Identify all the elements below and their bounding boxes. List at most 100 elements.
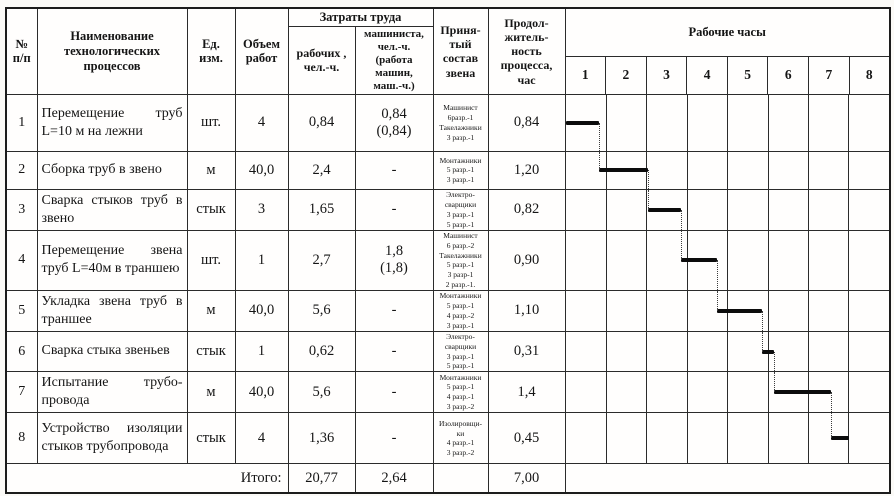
volume-cell: 40,0 xyxy=(234,150,289,190)
gantt-connector-up xyxy=(717,291,719,311)
duration-cell: 1,4 xyxy=(487,370,566,414)
gantt-gridline xyxy=(807,231,809,290)
volume-cell: 4 xyxy=(234,93,289,152)
gantt-cell xyxy=(564,93,891,152)
gantt-connector-down xyxy=(831,392,833,412)
table-row: 8 Устройство изоля­ции стыков трубо­пров… xyxy=(5,412,891,465)
col-header-volume: Объем работ xyxy=(234,7,289,95)
gantt-gridline xyxy=(807,332,809,371)
gantt-gridline xyxy=(807,413,809,463)
process-name: Сварка стыка звень­ев xyxy=(36,331,188,372)
process-name: Перемещение труб L=10 м на лежни xyxy=(36,93,188,152)
gantt-connector-up xyxy=(831,413,833,439)
gantt-gridline xyxy=(646,231,648,290)
gantt-bar xyxy=(831,436,850,441)
schedule-sheet: № п/п Наименование технологи­ческих проц… xyxy=(5,7,891,494)
gantt-gridline xyxy=(727,190,729,230)
gantt-bar xyxy=(565,120,600,125)
row-number: 3 xyxy=(5,188,38,232)
gantt-gridline xyxy=(686,95,688,151)
gantt-cell xyxy=(564,188,891,232)
gantt-connector-down xyxy=(647,170,649,189)
table-row: 3 Сварка стыков труб в звено стык 3 1,65… xyxy=(5,188,891,232)
process-name: Испытание трубо­провода xyxy=(36,370,188,414)
gantt-gridline xyxy=(807,190,809,230)
gantt-bar xyxy=(774,390,832,395)
crew-cell: Электро- сварщики 3 разр.-1 5 разр.-1 xyxy=(432,331,489,372)
workers-labor-cell: 0,84 xyxy=(287,93,356,152)
totals-label: Итого: xyxy=(5,463,289,494)
crew-cell: Монтажники 5 разр.-1 4 разр.-1 3 разр.-2 xyxy=(432,370,489,414)
gantt-connector-up xyxy=(681,231,683,261)
unit-cell: стык xyxy=(186,331,236,372)
total-crew-empty xyxy=(432,463,489,494)
gantt-gridline xyxy=(767,291,769,331)
gantt-connector-up xyxy=(599,152,601,171)
machinist-labor-cell: 1,8 (1,8) xyxy=(354,230,434,291)
total-machinist-labor: 2,64 xyxy=(354,463,434,494)
gantt-gridline xyxy=(686,291,688,331)
hour-header-5: 5 xyxy=(726,55,769,95)
duration-cell: 1,20 xyxy=(487,150,566,190)
gantt-connector-up xyxy=(774,372,776,393)
duration-cell: 0,84 xyxy=(487,93,566,152)
unit-cell: м xyxy=(186,289,236,333)
gantt-gridline xyxy=(646,413,648,463)
gantt-gridline xyxy=(848,291,850,331)
gantt-gridline xyxy=(605,231,607,290)
machinist-labor-cell: - xyxy=(354,150,434,190)
gantt-connector-down xyxy=(599,122,601,151)
col-header-crew: Приня- тый состав звена xyxy=(432,7,489,95)
machinist-labor-cell: - xyxy=(354,188,434,232)
machinist-labor-cell: - xyxy=(354,370,434,414)
total-duration: 7,00 xyxy=(487,463,566,494)
col-header-row-number: № п/п xyxy=(5,7,38,95)
gantt-cell xyxy=(564,370,891,414)
duration-cell: 0,90 xyxy=(487,230,566,291)
gantt-bar xyxy=(761,349,775,354)
gantt-cell xyxy=(564,230,891,291)
gantt-gridline xyxy=(605,95,607,151)
hour-header-3: 3 xyxy=(645,55,688,95)
row-number: 8 xyxy=(5,412,38,465)
gantt-connector-down xyxy=(681,209,683,230)
process-name: Сборка труб в звено xyxy=(36,150,188,190)
gantt-cell xyxy=(564,289,891,333)
gantt-connector-down xyxy=(717,260,719,290)
row-number: 5 xyxy=(5,289,38,333)
process-name: Устройство изоля­ции стыков трубо­провод… xyxy=(36,412,188,465)
gantt-gridline xyxy=(646,372,648,412)
gantt-gridline xyxy=(848,152,850,189)
unit-cell: шт. xyxy=(186,93,236,152)
gantt-gridline xyxy=(686,372,688,412)
workers-labor-cell: 0,62 xyxy=(287,331,356,372)
crew-cell: Изолировщи- ки 4 разр.-1 3 разр.-2 xyxy=(432,412,489,465)
hour-header-2: 2 xyxy=(605,55,647,95)
hour-header-7: 7 xyxy=(808,55,850,95)
gantt-gridline xyxy=(807,152,809,189)
unit-cell: стык xyxy=(186,188,236,232)
gantt-gridline xyxy=(605,372,607,412)
unit-cell: м xyxy=(186,150,236,190)
volume-cell: 40,0 xyxy=(234,370,289,414)
gantt-gridline xyxy=(605,291,607,331)
gantt-gridline xyxy=(686,332,688,371)
table-header: № п/п Наименование технологи­ческих проц… xyxy=(5,7,891,95)
gantt-bar xyxy=(599,168,648,173)
unit-cell: шт. xyxy=(186,230,236,291)
col-header-labor-group: Затраты труда xyxy=(287,7,434,27)
workers-labor-cell: 5,6 xyxy=(287,370,356,414)
process-name: Укладка звена труб в траншее xyxy=(36,289,188,333)
table-row: 5 Укладка звена труб в траншее м 40,0 5,… xyxy=(5,289,891,333)
work-schedule-table: № п/п Наименование технологи­ческих проц… xyxy=(5,7,891,494)
crew-cell: Электро- сварщики 3 разр.-1 5 разр.-1 xyxy=(432,188,489,232)
gantt-gridline xyxy=(767,372,769,412)
volume-cell: 3 xyxy=(234,188,289,232)
crew-cell: Машинист 6разр.-1 Такелажники 3 разр.-1 xyxy=(432,93,489,152)
gantt-gridline xyxy=(727,95,729,151)
gantt-gridline xyxy=(807,95,809,151)
gantt-connector-up xyxy=(761,332,763,352)
table-row: 2 Сборка труб в звено м 40,0 2,4 - Монта… xyxy=(5,150,891,190)
table-row: 4 Перемещение звена труб L=40м в тран­ше… xyxy=(5,230,891,291)
gantt-gridline xyxy=(767,413,769,463)
